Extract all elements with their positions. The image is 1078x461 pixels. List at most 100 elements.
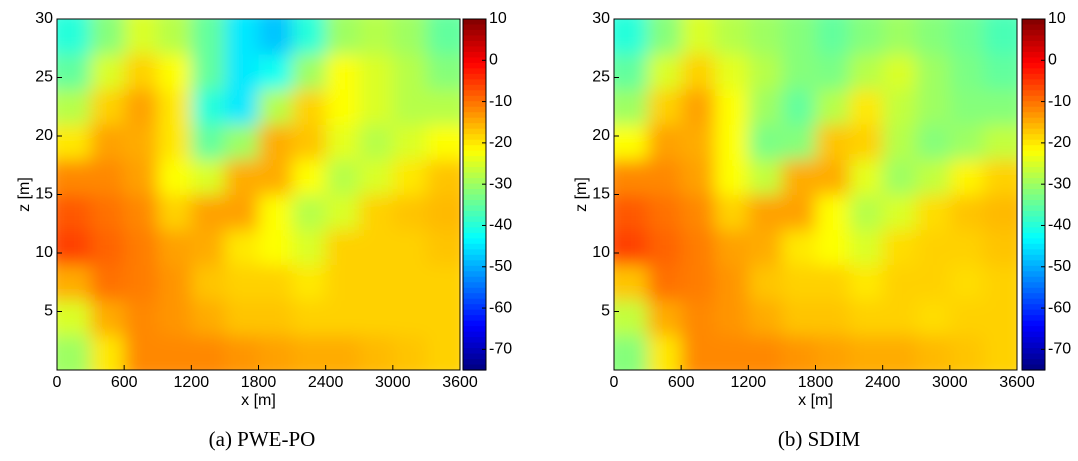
heatmap-cell bbox=[949, 89, 984, 125]
colorbar-step bbox=[463, 73, 486, 80]
colorbar-step bbox=[463, 123, 486, 130]
colorbar-step bbox=[1022, 46, 1045, 53]
heatmap-cell bbox=[90, 19, 125, 55]
heatmap-cell bbox=[224, 89, 259, 125]
heatmap-cells bbox=[614, 19, 1017, 370]
colorbar-step bbox=[463, 315, 486, 322]
heatmap-cell bbox=[714, 264, 749, 301]
heatmap-cell bbox=[882, 159, 917, 195]
heatmap-cell bbox=[90, 229, 125, 266]
heatmap-cell bbox=[781, 264, 816, 301]
colorbar-frame bbox=[462, 18, 487, 371]
colorbar-step bbox=[1022, 276, 1045, 283]
heatmap-cell bbox=[57, 334, 92, 370]
heatmap-cell bbox=[614, 229, 649, 266]
colorbar-step bbox=[1022, 260, 1045, 267]
heatmap-cell bbox=[849, 54, 884, 90]
heatmap-cell bbox=[292, 264, 327, 301]
colorbar-step bbox=[463, 359, 486, 366]
heatmap-cell bbox=[426, 19, 460, 55]
heatmap-field bbox=[614, 19, 1017, 370]
colorbar-step bbox=[463, 353, 486, 360]
heatmap-cell bbox=[90, 194, 125, 231]
heatmap-cell bbox=[124, 264, 159, 301]
heatmap-cell bbox=[949, 264, 984, 301]
heatmap-cell bbox=[681, 54, 716, 90]
heatmap-cell bbox=[191, 19, 226, 55]
colorbar-step bbox=[1022, 216, 1045, 223]
colorbar-step bbox=[463, 128, 486, 135]
heatmap-cell bbox=[426, 299, 460, 336]
colorbar-step bbox=[463, 221, 486, 229]
heatmap-cell bbox=[748, 159, 783, 195]
colorbar-step bbox=[1022, 265, 1045, 272]
colorbar-step bbox=[463, 243, 486, 250]
heatmap-cell bbox=[647, 299, 682, 336]
heatmap-cell bbox=[949, 334, 984, 370]
y-axis-label: z [m] bbox=[16, 177, 33, 212]
heatmap-cell bbox=[781, 334, 816, 370]
heatmap-cell bbox=[224, 299, 259, 336]
heatmap-cell bbox=[681, 124, 716, 160]
heatmap-cell bbox=[258, 159, 293, 195]
heatmap-cell bbox=[224, 264, 259, 301]
heatmap-cell bbox=[157, 89, 192, 125]
heatmap-cell bbox=[359, 299, 394, 336]
heatmap-cell bbox=[124, 89, 159, 125]
heatmap-cell bbox=[714, 159, 749, 195]
y-tick-label: 30 bbox=[592, 10, 610, 27]
colorbar-step bbox=[463, 51, 486, 58]
heatmap-cell bbox=[57, 54, 92, 90]
heatmap-cell bbox=[916, 159, 951, 195]
heatmap-cell bbox=[916, 229, 951, 266]
x-axis-label: x [m] bbox=[241, 392, 276, 409]
colorbar-step bbox=[1022, 221, 1045, 229]
heatmap-cell bbox=[815, 334, 850, 370]
heatmap-cell bbox=[392, 229, 427, 266]
colorbar-step bbox=[1022, 183, 1045, 190]
colorbar-step bbox=[463, 194, 486, 201]
heatmap-cell bbox=[647, 89, 682, 125]
heatmap-cell bbox=[292, 194, 327, 231]
heatmap-cell bbox=[57, 229, 92, 266]
heatmap-cell bbox=[983, 229, 1017, 266]
x-tick-label: 1200 bbox=[174, 374, 210, 391]
heatmap-cell bbox=[647, 334, 682, 370]
colorbar-step bbox=[463, 227, 486, 234]
heatmap-cell bbox=[359, 124, 394, 160]
heatmap-cell bbox=[983, 334, 1017, 370]
colorbar-step bbox=[463, 298, 486, 305]
colorbar-step bbox=[1022, 254, 1045, 261]
heatmap-cell bbox=[292, 124, 327, 160]
colorbar-step bbox=[463, 156, 486, 163]
heatmap-cell bbox=[748, 19, 783, 55]
heatmap-cell bbox=[849, 89, 884, 125]
colorbar-step bbox=[463, 178, 486, 185]
heatmap-cell bbox=[258, 89, 293, 125]
heatmap-cell bbox=[714, 299, 749, 336]
heatmap-cell bbox=[815, 299, 850, 336]
heatmap-cell bbox=[681, 299, 716, 336]
heatmap-cell bbox=[882, 19, 917, 55]
heatmap-cell bbox=[124, 19, 159, 55]
heatmap-cell bbox=[983, 299, 1017, 336]
x-tick-label: 1800 bbox=[798, 374, 834, 391]
colorbar-step bbox=[1022, 35, 1045, 42]
heatmap-cell bbox=[781, 19, 816, 55]
heatmap-cell bbox=[426, 124, 460, 160]
colorbar-step bbox=[1022, 210, 1045, 218]
heatmap-cell bbox=[614, 54, 649, 90]
colorbar-tick-label: -10 bbox=[1048, 93, 1071, 110]
heatmap-cell bbox=[949, 54, 984, 90]
colorbar-step bbox=[1022, 364, 1045, 371]
colorbar-step bbox=[463, 134, 486, 141]
heatmap-cell bbox=[292, 89, 327, 125]
colorbar-step bbox=[463, 62, 486, 69]
heatmap-cell bbox=[359, 264, 394, 301]
colorbar-step bbox=[463, 106, 486, 113]
colorbar-step bbox=[463, 364, 486, 371]
heatmap-cell bbox=[392, 19, 427, 55]
heatmap-cell bbox=[849, 194, 884, 231]
heatmap-cell bbox=[647, 264, 682, 301]
